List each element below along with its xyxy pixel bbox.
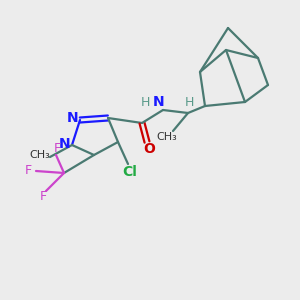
Text: N: N [59,137,71,151]
Text: F: F [53,142,61,155]
Text: Cl: Cl [123,165,137,179]
Text: H: H [140,95,150,109]
Text: N: N [153,95,165,109]
Text: CH₃: CH₃ [157,132,177,142]
Text: F: F [39,190,46,202]
Text: O: O [143,142,155,156]
Text: CH₃: CH₃ [30,150,50,160]
Text: F: F [24,164,32,176]
Text: N: N [67,111,79,125]
Text: H: H [184,97,194,110]
